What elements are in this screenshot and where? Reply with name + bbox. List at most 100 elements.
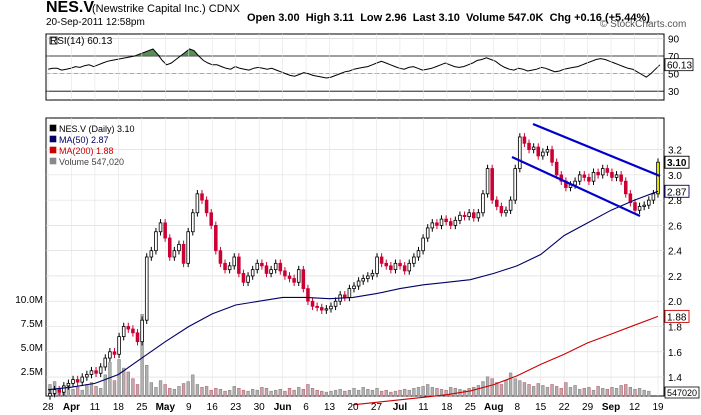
volume-label: Volume [466, 12, 505, 24]
volume-bar [80, 389, 84, 397]
x-tick-label: May [156, 402, 176, 413]
volume-bar [467, 388, 471, 397]
volume-last-box [664, 386, 700, 399]
price-tick-label: 2.8 [668, 196, 682, 207]
x-tick-label: 16 [207, 402, 219, 413]
candle-body [642, 204, 646, 207]
candle-body [361, 278, 365, 282]
candle-body [260, 262, 264, 267]
candle-body [66, 382, 71, 387]
candle-body [527, 142, 531, 150]
candle-body [135, 332, 140, 343]
candle-body [126, 326, 131, 330]
rsi-panel: 90 70 50 30 60.13 RSI(14) 60.13 [45, 33, 694, 101]
volume-bar [292, 389, 296, 397]
candle-body [195, 193, 200, 214]
exchange: CDNX [208, 3, 240, 15]
datetime: 20-Sep-2011 12:58pm [46, 17, 145, 28]
volume-bar [163, 384, 167, 397]
candle-body [269, 269, 273, 274]
volume-bar [324, 391, 329, 397]
candle-body [352, 285, 356, 289]
volume-bar [135, 384, 140, 397]
candle-body [375, 256, 379, 274]
volume-bar [149, 382, 154, 397]
candle-body [370, 273, 375, 277]
candle-body [421, 237, 425, 252]
candle-body [48, 393, 52, 397]
volume-bar [587, 387, 591, 397]
volume-bar [172, 388, 177, 397]
volume-bar [274, 389, 278, 397]
candle-body [402, 265, 407, 272]
candle-body [57, 389, 61, 393]
volume-bar [204, 386, 209, 397]
volume-bar [573, 385, 577, 397]
volume-bar [564, 382, 568, 397]
volume-bar [495, 382, 499, 397]
rsi-tick-label: 90 [668, 34, 680, 45]
volume-bar [209, 389, 213, 397]
volume-bar [98, 388, 103, 397]
candle-body [163, 222, 167, 239]
volume-bar [596, 386, 600, 397]
rsi-tick-label: 30 [668, 87, 680, 98]
x-tick-label: 30 [254, 402, 266, 413]
volume-bar [578, 388, 582, 397]
candle-body [356, 280, 361, 287]
volume-bar [412, 388, 416, 397]
volume-bar [126, 371, 130, 397]
volume-bar [306, 384, 310, 397]
volume-bar [398, 389, 402, 397]
candle-body [121, 326, 126, 338]
volume-bar [154, 387, 158, 397]
x-tick-label: 15 [535, 402, 547, 413]
candle-body [582, 174, 587, 178]
volume-bar [472, 387, 476, 397]
volume-bar [94, 386, 98, 397]
x-tick-label: 11 [90, 402, 101, 413]
volume-bar [158, 380, 163, 397]
candle-body [177, 243, 181, 252]
volume-bar [619, 385, 623, 397]
candle-body [596, 171, 600, 176]
volume-bar [232, 386, 236, 397]
candle-body [647, 199, 651, 206]
candle-body [94, 370, 98, 374]
price-value-box [664, 184, 690, 198]
volume-bar [366, 388, 370, 397]
volume-bar [347, 389, 352, 397]
volume-bar [223, 390, 227, 397]
candle-body [619, 174, 623, 182]
price-frame [45, 117, 665, 397]
candle-body [522, 136, 527, 144]
candle-body [462, 214, 467, 217]
candle-body [412, 256, 416, 264]
volume-bar [633, 388, 637, 397]
volume-bar [407, 389, 411, 397]
volume-bar [186, 381, 190, 397]
volume-bar [191, 374, 195, 397]
x-tick-label: 11 [418, 402, 429, 413]
symbol: NES.V [46, 0, 95, 16]
volume-bar [320, 390, 324, 397]
candle-body [504, 209, 508, 214]
volume-bar [333, 389, 338, 397]
volume-bar [435, 388, 439, 397]
volume-tick-label: 5.0M [21, 343, 43, 354]
volume-bar [647, 390, 651, 397]
rsi-last-box [664, 58, 694, 72]
candle-body [218, 250, 223, 264]
volume-bar [389, 391, 393, 397]
volume-bar [610, 387, 614, 397]
candle-body [191, 212, 195, 233]
volume-bar [628, 387, 633, 397]
volume-bar [481, 381, 485, 397]
candle-body [200, 193, 204, 201]
volume-bar [614, 388, 619, 397]
candle-body [453, 219, 458, 226]
candle-body [255, 262, 260, 271]
volume-bar [476, 385, 481, 397]
rsi-tick-label: 70 [668, 52, 680, 63]
volume-bar [601, 388, 605, 397]
